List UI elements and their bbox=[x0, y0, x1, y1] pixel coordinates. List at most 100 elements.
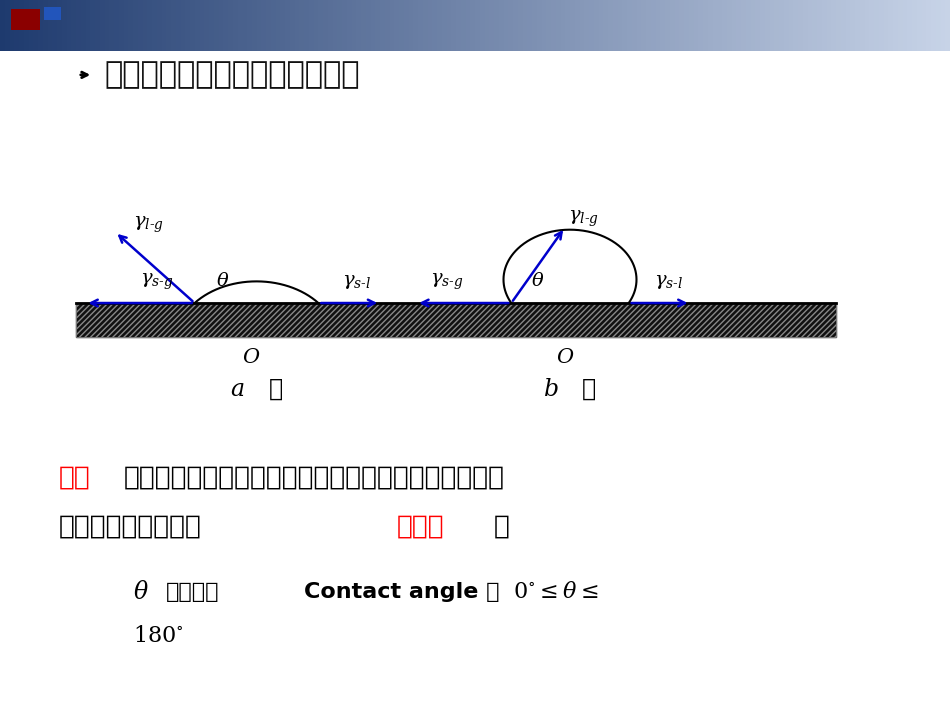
Bar bbox=[114, 0, 120, 51]
Bar bbox=[532, 0, 538, 51]
Bar bbox=[817, 0, 823, 51]
Bar bbox=[147, 0, 153, 51]
Bar bbox=[836, 0, 842, 51]
Bar bbox=[846, 0, 851, 51]
Bar bbox=[442, 0, 447, 51]
Bar bbox=[428, 0, 433, 51]
Bar bbox=[280, 0, 286, 51]
Bar bbox=[62, 0, 67, 51]
Bar bbox=[670, 0, 675, 51]
Bar bbox=[309, 0, 314, 51]
Bar bbox=[361, 0, 367, 51]
Bar bbox=[380, 0, 386, 51]
Bar bbox=[66, 0, 72, 51]
Bar bbox=[646, 0, 652, 51]
Bar bbox=[304, 0, 310, 51]
Bar bbox=[793, 0, 799, 51]
Bar bbox=[826, 0, 832, 51]
Bar bbox=[285, 0, 291, 51]
Bar bbox=[850, 0, 856, 51]
Bar bbox=[542, 0, 547, 51]
Bar bbox=[352, 0, 357, 51]
Bar bbox=[594, 0, 599, 51]
Bar bbox=[641, 0, 647, 51]
Bar bbox=[803, 0, 808, 51]
Bar bbox=[446, 0, 452, 51]
Bar bbox=[299, 0, 305, 51]
Bar bbox=[779, 0, 785, 51]
Bar bbox=[722, 0, 728, 51]
Bar bbox=[19, 0, 25, 51]
Bar bbox=[798, 0, 804, 51]
Bar bbox=[936, 0, 941, 51]
Bar bbox=[665, 0, 671, 51]
Text: $\gamma_{\mathit{l\text{-}g}}$: $\gamma_{\mathit{l\text{-}g}}$ bbox=[568, 209, 599, 229]
Bar bbox=[864, 0, 870, 51]
Bar bbox=[152, 0, 158, 51]
Bar bbox=[489, 0, 495, 51]
Text: $\gamma_{\mathit{s\text{-}g}}$: $\gamma_{\mathit{s\text{-}g}}$ bbox=[140, 272, 174, 292]
Bar bbox=[76, 303, 836, 337]
Bar bbox=[822, 0, 827, 51]
Bar bbox=[504, 0, 509, 51]
Bar bbox=[366, 0, 371, 51]
Text: $O$: $O$ bbox=[242, 347, 261, 367]
Bar bbox=[95, 0, 101, 51]
Bar bbox=[784, 0, 789, 51]
Bar bbox=[736, 0, 742, 51]
Bar bbox=[43, 0, 48, 51]
Bar bbox=[480, 0, 485, 51]
Bar bbox=[375, 0, 381, 51]
Text: $180^{\circ}$: $180^{\circ}$ bbox=[133, 625, 183, 647]
Bar bbox=[926, 0, 932, 51]
Bar bbox=[708, 0, 713, 51]
Bar bbox=[109, 0, 115, 51]
Bar bbox=[195, 0, 200, 51]
Bar bbox=[922, 0, 927, 51]
Bar bbox=[879, 0, 884, 51]
Bar bbox=[48, 0, 53, 51]
Bar bbox=[81, 0, 86, 51]
Bar bbox=[760, 0, 766, 51]
Bar bbox=[76, 0, 82, 51]
Text: $O$: $O$ bbox=[556, 347, 575, 367]
Text: $\gamma_{\mathit{s\text{-}l}}$: $\gamma_{\mathit{s\text{-}l}}$ bbox=[342, 272, 370, 291]
Bar bbox=[119, 0, 124, 51]
Bar bbox=[451, 0, 457, 51]
Text: 图: 图 bbox=[269, 376, 282, 401]
Bar bbox=[656, 0, 661, 51]
Bar bbox=[860, 0, 865, 51]
Bar bbox=[755, 0, 761, 51]
Bar bbox=[432, 0, 438, 51]
Bar bbox=[124, 0, 129, 51]
Bar bbox=[812, 0, 818, 51]
Text: $\theta$: $\theta$ bbox=[133, 580, 149, 604]
Bar bbox=[513, 0, 519, 51]
Text: Contact angle ，: Contact angle ， bbox=[304, 582, 500, 602]
Bar bbox=[537, 0, 542, 51]
Bar bbox=[684, 0, 690, 51]
Bar bbox=[613, 0, 618, 51]
Bar bbox=[128, 0, 134, 51]
Bar bbox=[200, 0, 205, 51]
Bar bbox=[166, 0, 172, 51]
Bar bbox=[290, 0, 295, 51]
Bar bbox=[888, 0, 894, 51]
Bar bbox=[261, 0, 267, 51]
Bar bbox=[484, 0, 490, 51]
Bar bbox=[238, 0, 243, 51]
Bar bbox=[76, 303, 836, 337]
Bar bbox=[28, 0, 34, 51]
Bar bbox=[242, 0, 248, 51]
Bar bbox=[385, 0, 390, 51]
Bar bbox=[907, 0, 913, 51]
Bar bbox=[176, 0, 181, 51]
Bar bbox=[104, 0, 110, 51]
Text: 当液滴在固体表面达流动平衡时: 当液滴在固体表面达流动平衡时 bbox=[104, 61, 360, 89]
Text: $a$: $a$ bbox=[230, 376, 245, 401]
Bar bbox=[841, 0, 846, 51]
Text: $0^{\circ} \leq \theta \leq$: $0^{\circ} \leq \theta \leq$ bbox=[513, 581, 598, 602]
Bar bbox=[90, 0, 96, 51]
Bar bbox=[252, 0, 257, 51]
Bar bbox=[456, 0, 462, 51]
